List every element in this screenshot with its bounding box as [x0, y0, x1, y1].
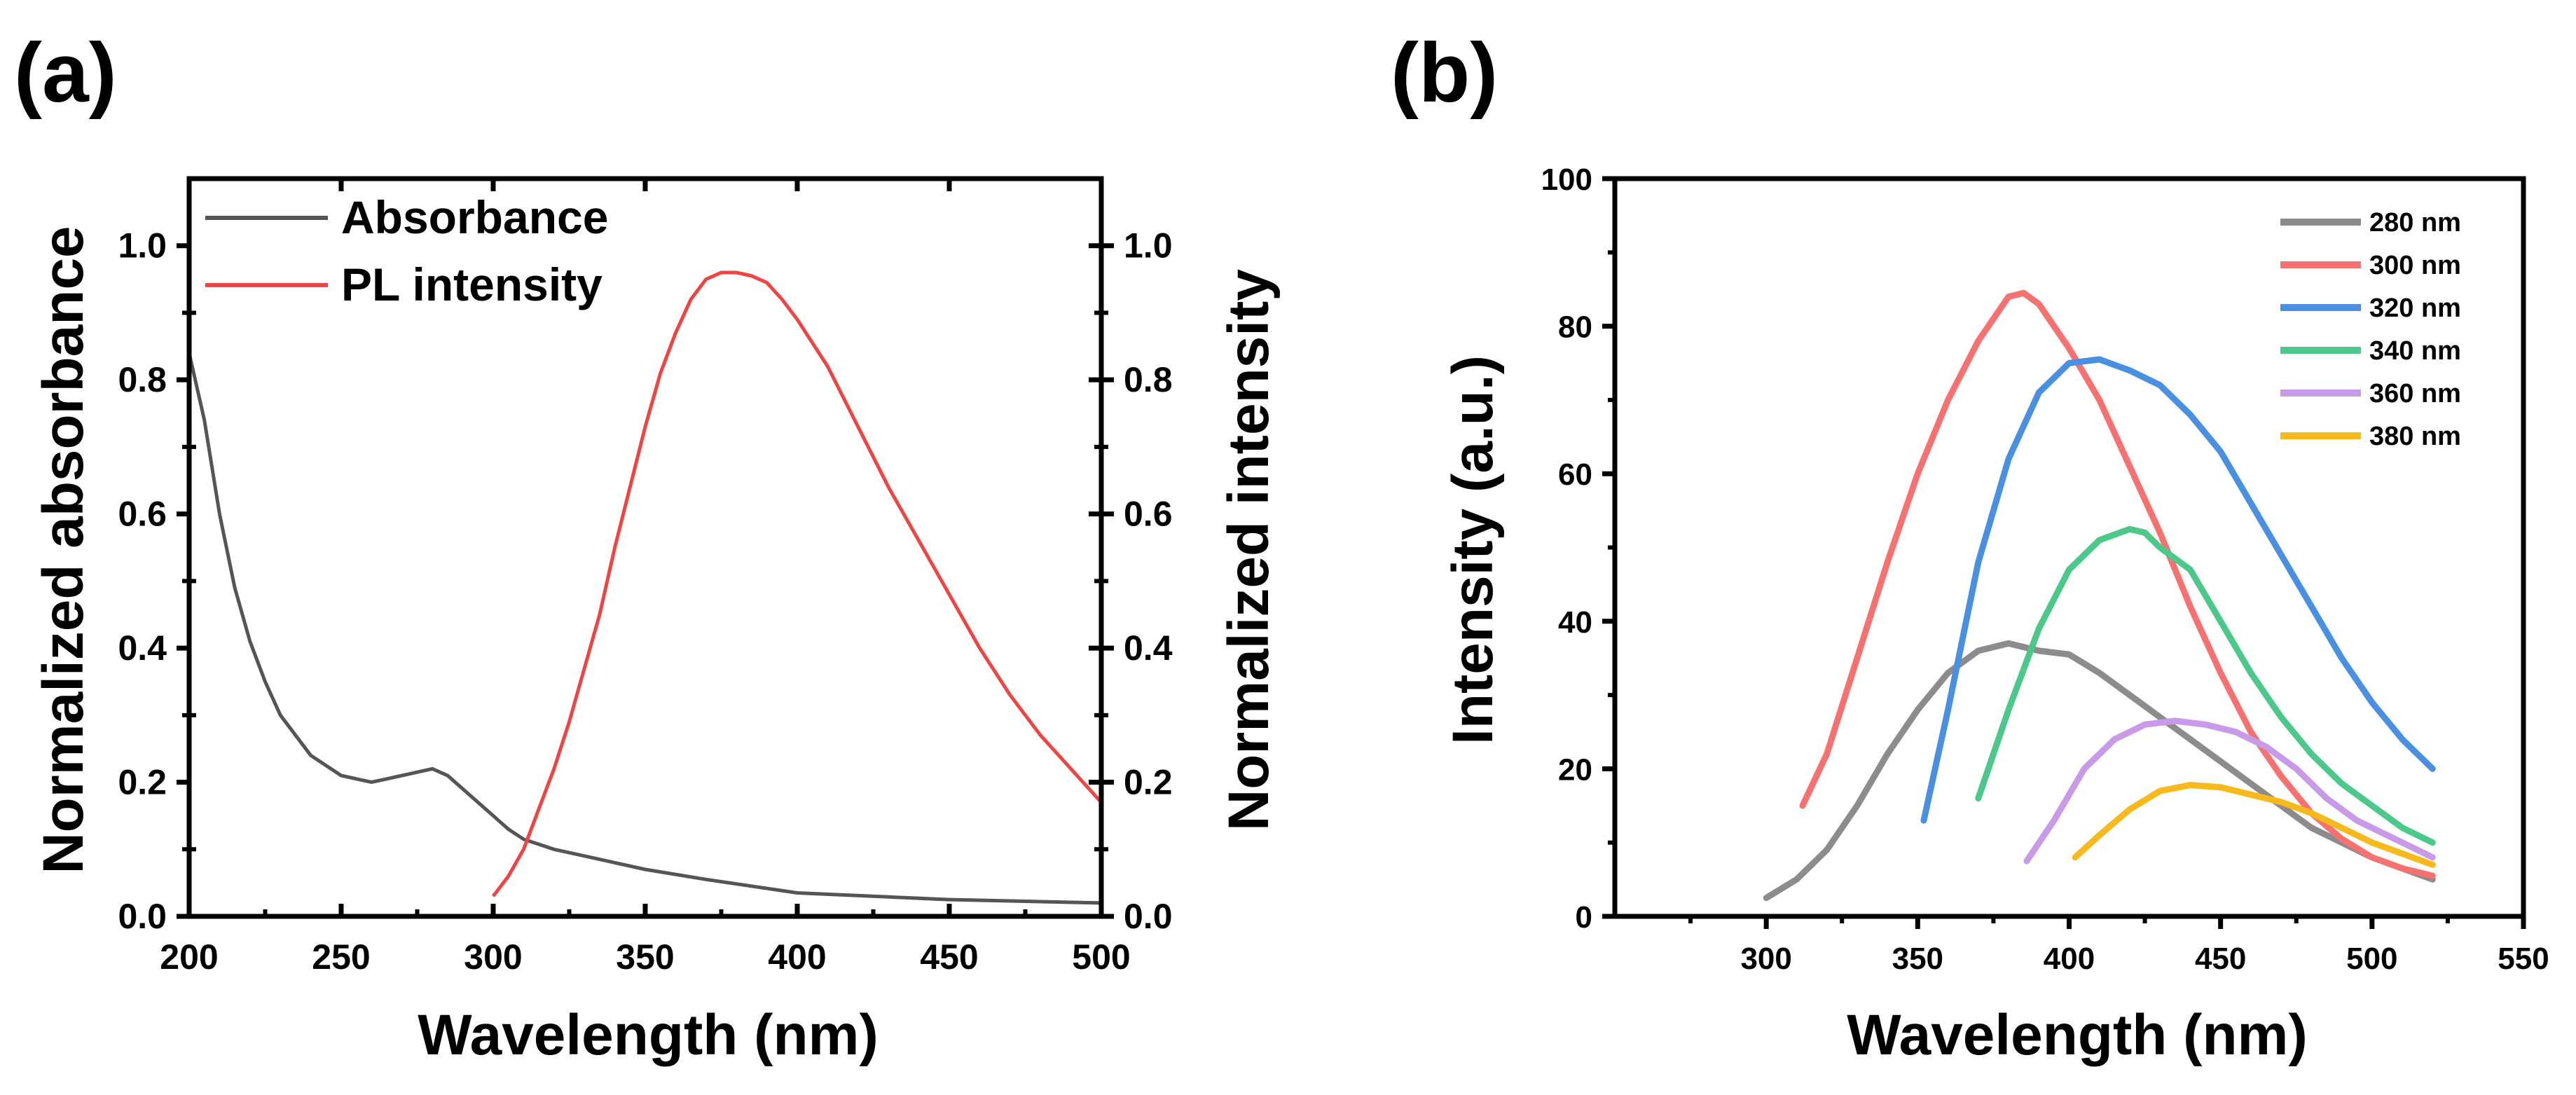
panel-a-y2-tick-label: 1.0	[1124, 226, 1173, 266]
panel-b-series-line-1	[1763, 640, 2436, 902]
panel-a-series-line-2	[492, 270, 1103, 897]
panel-a-y2-tick-labels: 0.0 0.2 0.4 0.6 0.8 1.0	[1124, 226, 1173, 936]
panel-a-legend-label: Absorbance	[341, 191, 608, 243]
panel-a-label: (a)	[14, 26, 117, 120]
panel-b-x-axis-label: Wavelength (nm)	[1847, 1003, 2308, 1067]
panel-a-x-tick-label: 500	[1072, 937, 1130, 977]
panel-b-y-axis-label: Intensity (a.u.)	[1441, 355, 1505, 745]
panel-b-y-tick-label: 20	[1558, 752, 1592, 787]
panel-a-x-tick-label: 250	[312, 937, 370, 977]
panel-b-x-tick-labels: 300 350 400 450 500 550	[1740, 942, 2549, 976]
panel-b-legend-label: 380 nm	[2369, 422, 2461, 451]
panel-b-x-tick-label: 500	[2346, 942, 2397, 976]
panel-b: (b) 300 350 400 450 500 550 0 20 40 60 80 100 Wave…	[1391, 26, 2549, 1067]
panel-b-series-line-4	[1975, 525, 2436, 846]
panel-b-axes	[1602, 176, 2526, 929]
panel-b-y-tick-labels: 0 20 40 60 80 100	[1541, 163, 1592, 935]
panel-b-y-tick-label: 60	[1558, 457, 1592, 492]
panel-b-series-line-6	[2072, 782, 2436, 868]
panel-a-y2-axis-label: Normalized intensity	[1217, 269, 1281, 831]
panel-b-y-tick-label: 80	[1558, 310, 1592, 345]
panel-a-plot-area	[187, 270, 1103, 905]
panel-b-x-tick-label: 400	[2044, 942, 2095, 976]
panel-b-y-tick-label: 0	[1576, 900, 1592, 935]
panel-b-label: (b)	[1391, 26, 1498, 120]
panel-b-y-tick-label: 100	[1541, 163, 1592, 197]
panel-b-legend: 280 nm 300 nm 320 nm 340 nm 360 nm 380 nm	[2280, 208, 2461, 451]
panel-a-y2-tick-label: 0.6	[1124, 495, 1173, 534]
panel-a-y2-tick-label: 0.4	[1124, 628, 1173, 668]
panel-b-legend-label: 280 nm	[2369, 208, 2461, 237]
panel-a-y-tick-label: 1.0	[118, 226, 167, 266]
panel-a-y2-tick-label: 0.0	[1124, 897, 1173, 936]
panel-b-x-tick-label: 350	[1892, 942, 1943, 976]
panel-b-y-tick-label: 40	[1558, 605, 1592, 640]
panel-a-y-tick-labels: 0.0 0.2 0.4 0.6 0.8 1.0	[118, 226, 167, 936]
panel-b-legend-label: 300 nm	[2369, 251, 2461, 280]
panel-a-legend-label: PL intensity	[341, 259, 602, 310]
panel-a-y-tick-label: 0.2	[118, 763, 167, 802]
panel-b-legend-label: 340 nm	[2369, 336, 2461, 366]
panel-a-x-tick-label: 350	[616, 937, 674, 977]
panel-b-series-line-3	[1920, 356, 2436, 824]
panel-a-y2-tick-label: 0.8	[1124, 360, 1173, 399]
panel-a-series-line-1	[187, 352, 1102, 905]
panel-a-axes	[177, 176, 1114, 919]
panel-a-frame	[186, 176, 1104, 919]
panel-a-x-tick-labels: 200 250 300 350 400 450 500	[160, 937, 1130, 977]
panel-b-x-tick-label: 300	[1740, 942, 1791, 976]
panel-b-series-line-5	[2023, 717, 2436, 865]
panel-a-y-tick-label: 0.6	[118, 495, 167, 534]
panel-a-y-tick-label: 0.8	[118, 360, 167, 399]
panel-b-legend-label: 360 nm	[2369, 379, 2461, 408]
panel-b-plot-area	[1763, 289, 2436, 902]
panel-b-series-line-2	[1799, 289, 2436, 879]
panel-a-x-tick-label: 200	[160, 937, 218, 977]
panel-a-y-tick-label: 0.4	[118, 628, 167, 668]
panel-a-y-tick-label: 0.0	[118, 897, 167, 936]
panel-b-x-tick-label: 550	[2498, 942, 2549, 976]
panel-a-y-axis-label: Normalized absorbance	[32, 226, 95, 874]
panel-a-y2-tick-label: 0.2	[1124, 763, 1173, 802]
panel-a-x-tick-label: 300	[464, 937, 522, 977]
panel-b-legend-label: 320 nm	[2369, 294, 2461, 323]
panel-a-legend: Absorbance PL intensity	[205, 191, 608, 310]
panel-a-x-tick-label: 450	[920, 937, 978, 977]
panel-a-x-axis-label: Wavelength (nm)	[418, 1003, 879, 1067]
panel-b-x-tick-label: 450	[2195, 942, 2246, 976]
panel-b-frame	[1612, 176, 2526, 919]
panel-a: (a) 200 250 300 350 400 450 500 0.00.20.40.60.…	[14, 26, 1281, 1067]
panel-a-x-tick-label: 400	[768, 937, 826, 977]
